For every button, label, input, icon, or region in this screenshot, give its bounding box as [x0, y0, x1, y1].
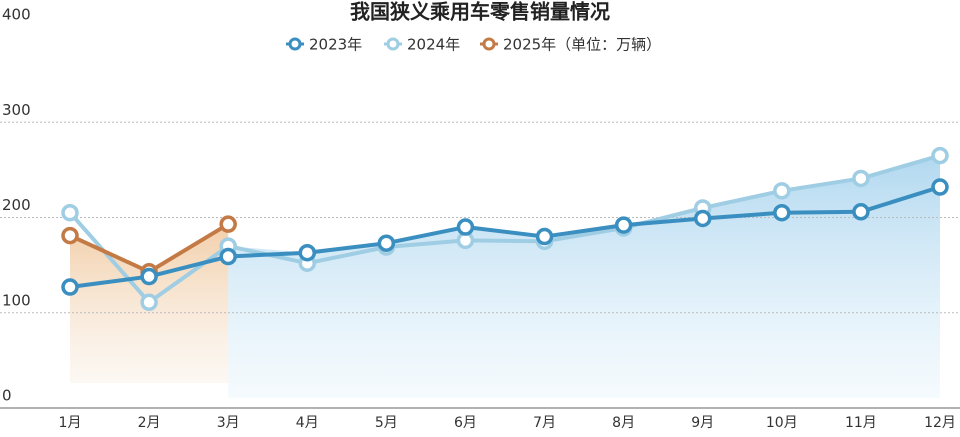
data-point	[852, 169, 870, 188]
x-tick-label: 12月	[924, 415, 956, 431]
legend-marker	[288, 37, 302, 51]
x-tick-label: 3月	[217, 415, 240, 431]
x-tick-label: 4月	[296, 415, 319, 431]
x-tick-label: 8月	[612, 415, 635, 431]
legend-label: 2024年	[407, 36, 460, 54]
legend-label: 2025年（单位：万辆）	[503, 36, 661, 54]
data-point	[931, 146, 949, 165]
series-line	[69, 185, 941, 290]
data-point	[773, 203, 791, 222]
data-point	[219, 247, 237, 266]
data-point	[931, 178, 949, 196]
y-tick-label: 100	[2, 291, 31, 309]
y-tick-label: 300	[2, 101, 31, 119]
x-tick-label: 11月	[845, 415, 877, 431]
data-point	[535, 227, 554, 246]
y-tick-label: 0	[2, 387, 12, 405]
chart-title: 我国狭义乘用车零售销量情况	[350, 0, 610, 24]
data-point	[852, 203, 870, 221]
data-point	[773, 182, 791, 200]
data-point	[456, 218, 475, 236]
data-point	[61, 226, 79, 245]
legend-marker	[386, 37, 400, 51]
data-point	[693, 209, 712, 228]
y-tick-label: 200	[2, 196, 31, 214]
x-tick-label: 2月	[138, 415, 161, 431]
legend-marker	[482, 37, 496, 51]
legend-label: 2023年	[309, 36, 362, 54]
data-point	[61, 203, 79, 222]
x-tick-label: 10月	[766, 415, 798, 431]
x-tick-label: 1月	[59, 415, 82, 431]
y-tick-label: 400	[2, 6, 31, 24]
data-point	[61, 278, 79, 296]
x-tick-label: 6月	[454, 415, 477, 431]
area-fill	[228, 155, 940, 398]
data-point	[377, 234, 396, 252]
series-line	[68, 153, 941, 305]
data-point	[614, 216, 633, 234]
data-point	[298, 243, 317, 262]
data-point	[219, 215, 237, 233]
data-point	[140, 267, 158, 286]
x-tick-label: 7月	[533, 415, 556, 431]
data-point	[140, 293, 158, 312]
x-tick-label: 5月	[375, 415, 398, 431]
x-tick-label: 9月	[691, 415, 714, 431]
